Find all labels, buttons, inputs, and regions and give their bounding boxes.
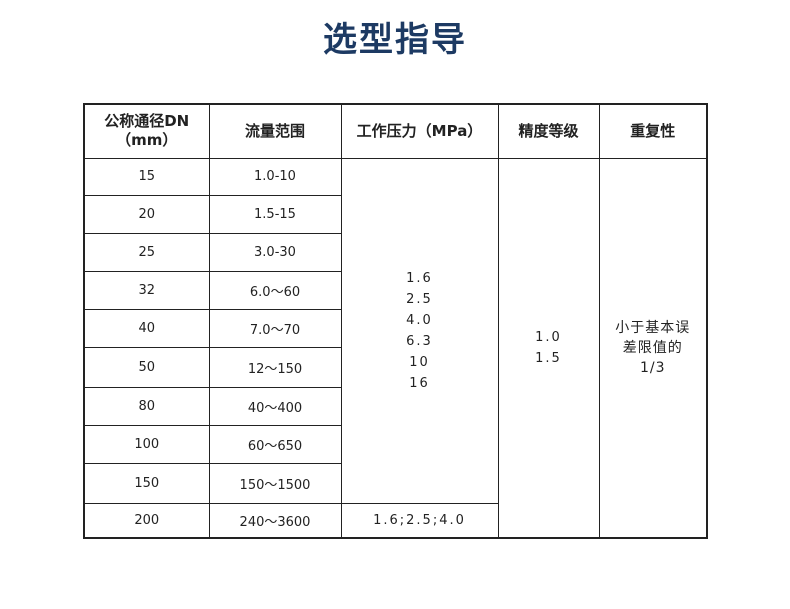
flow-cell: 3.0-30 <box>208 232 342 272</box>
table-row: 80 40～400 <box>83 386 707 426</box>
repeatability-line: 小于基本误 <box>615 319 691 336</box>
repeatability-line: 差限值的 <box>622 339 683 356</box>
accuracy-cell: 1.0 1.5 <box>497 157 600 539</box>
repeatability-cell: 小于基本误 差限值的 1/3 <box>598 157 708 539</box>
flow-cell: 1.5-15 <box>208 194 342 234</box>
pressure-value: 16 <box>409 375 430 391</box>
accuracy-value: 1.0 <box>535 329 562 345</box>
table-row: 15 1.0-10 1.6 2.5 4.0 6.3 10 16 1.0 1.5 … <box>83 157 708 539</box>
table-row: 25 3.0-30 <box>83 232 707 272</box>
dn-cell: 15 <box>83 157 210 196</box>
dn-cell: 80 <box>83 386 210 426</box>
header-repeatability: 重复性 <box>598 103 708 159</box>
table-row: 100 60～650 <box>83 424 707 464</box>
flow-cell: 12～150 <box>208 346 342 388</box>
dn-cell: 40 <box>83 308 210 348</box>
table-row: 200 240～3600 1.6;2.5;4.0 <box>83 502 707 539</box>
pressure-value: 4.0 <box>406 312 433 328</box>
dn-cell: 150 <box>83 462 210 504</box>
dn-cell: 50 <box>83 346 210 388</box>
pressure-cell: 1.6 2.5 4.0 6.3 10 16 <box>340 157 499 504</box>
flow-cell: 150～1500 <box>208 462 342 504</box>
table-row: 32 6.0～60 <box>83 270 707 310</box>
dn-cell: 100 <box>83 424 210 464</box>
repeatability-line: 1/3 <box>639 359 666 376</box>
flow-cell: 240～3600 <box>208 502 342 539</box>
pressure-dn200-cell: 1.6;2.5;4.0 <box>340 502 499 539</box>
page-title: 选型指导 <box>323 20 467 60</box>
table-row: 20 1.5-15 <box>83 194 707 234</box>
accuracy-value: 1.5 <box>535 350 562 366</box>
flow-cell: 1.0-10 <box>208 157 342 196</box>
header-dn-line1: 公称通径DN <box>104 112 190 131</box>
pressure-value: 2.5 <box>406 291 433 307</box>
header-row: 公称通径DN （mm） 流量范围 工作压力（MPa） 精度等级 重复性 <box>83 103 708 159</box>
dn-cell: 200 <box>83 502 210 539</box>
table-row: 50 12～150 <box>83 346 707 388</box>
selection-table: 公称通径DN （mm） 流量范围 工作压力（MPa） 精度等级 重复性 15 1.… <box>83 103 708 539</box>
table-row: 150 150～1500 <box>83 462 707 504</box>
pressure-value: 6.3 <box>406 333 433 349</box>
dn-cell: 20 <box>83 194 210 234</box>
header-accuracy: 精度等级 <box>497 103 600 159</box>
flow-cell: 6.0～60 <box>208 270 342 310</box>
header-flow: 流量范围 <box>208 103 342 159</box>
flow-cell: 40～400 <box>208 386 342 426</box>
table-row: 40 7.0～70 <box>83 308 707 348</box>
flow-cell: 7.0～70 <box>208 308 342 348</box>
header-pressure: 工作压力（MPa） <box>340 103 499 159</box>
pressure-value: 1.6 <box>406 270 433 286</box>
header-dn: 公称通径DN （mm） <box>83 103 210 159</box>
dn-cell: 25 <box>83 232 210 272</box>
pressure-value: 10 <box>409 354 430 370</box>
dn-cell: 32 <box>83 270 210 310</box>
header-dn-line2: （mm） <box>116 131 178 150</box>
flow-cell: 60～650 <box>208 424 342 464</box>
